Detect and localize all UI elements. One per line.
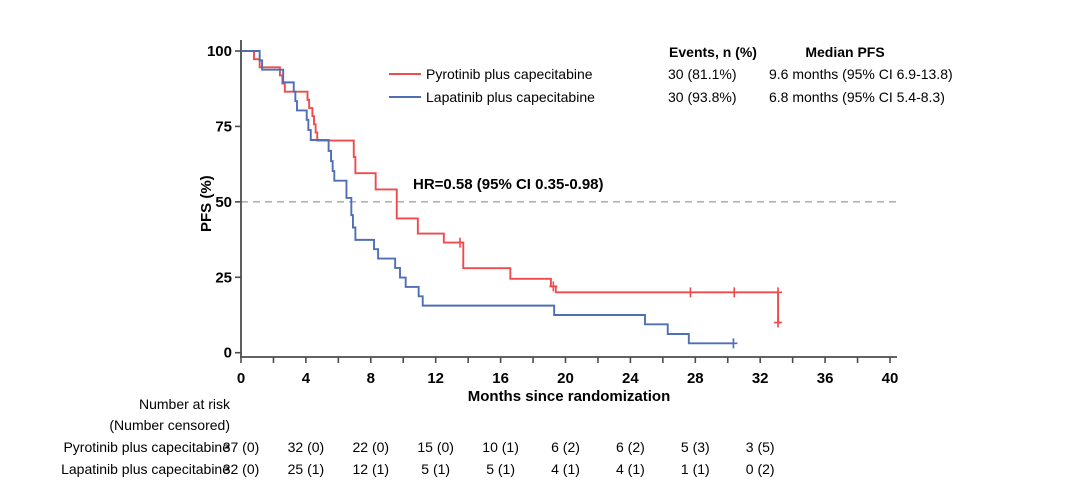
x-tick-label: 24 [622, 370, 639, 387]
risk-table-header-line1: Number at risk [138, 396, 230, 412]
x-tick-label: 16 [492, 370, 509, 387]
x-tick-label: 20 [557, 370, 574, 387]
y-tick-label: 25 [215, 269, 232, 286]
censor-mark [729, 338, 738, 349]
risk-cell: 5 (1) [421, 461, 451, 477]
y-tick-label: 100 [207, 43, 232, 60]
risk-table-header-line2: (Number censored) [109, 417, 230, 433]
risk-cell: 25 (1) [287, 461, 325, 477]
risk-cell: 12 (1) [352, 461, 390, 477]
x-tick-label: 12 [427, 370, 444, 387]
risk-cell: 10 (1) [482, 439, 519, 455]
x-axis-label: Months since randomization [467, 388, 671, 405]
risk-cell: 4 (1) [615, 461, 645, 477]
risk-cell: 22 (0) [352, 439, 390, 455]
risk-cell: 1 (1) [680, 461, 710, 477]
legend-label-pyrotinib: Pyrotinib plus capecitabine [426, 66, 593, 82]
risk-cell: 6 (2) [551, 439, 580, 455]
risk-cell: 15 (0) [417, 439, 454, 455]
censor-mark [730, 287, 739, 298]
censor-mark [456, 237, 465, 248]
risk-cell: 37 (0) [222, 439, 260, 455]
km-curve-lapatinib [241, 50, 735, 345]
x-tick-label: 0 [237, 370, 245, 387]
x-tick-label: 40 [882, 370, 899, 387]
risk-row-label-lapatinib: Lapatinib plus capecitabine [61, 461, 230, 477]
risk-cell: 32 (0) [287, 439, 325, 455]
x-tick-label: 36 [817, 370, 834, 387]
x-tick-label: 8 [367, 370, 375, 387]
y-tick-label: 0 [224, 345, 232, 362]
risk-cell: 6 (2) [615, 439, 645, 455]
censor-mark [774, 287, 783, 298]
y-axis-label: PFS (%) [198, 175, 215, 232]
legend-swatches [389, 73, 421, 98]
censor-mark [774, 317, 783, 328]
risk-cell: 3 (5) [745, 439, 775, 455]
legend-median-lapatinib: 6.8 months (95% CI 5.4-8.3) [769, 89, 945, 105]
legend-label-lapatinib: Lapatinib plus capecitabine [426, 89, 595, 105]
legend-header-median: Median PFS [805, 44, 885, 60]
risk-cell: 0 (2) [745, 461, 775, 477]
legend-events-lapatinib: 30 (93.8%) [668, 89, 737, 105]
risk-cell: 4 (1) [551, 461, 580, 477]
x-tick-label: 4 [302, 370, 311, 387]
x-tick-label: 28 [687, 370, 704, 387]
legend-events-pyrotinib: 30 (81.1%) [668, 66, 737, 82]
censor-mark [549, 281, 558, 292]
y-tick-label: 50 [215, 194, 232, 211]
risk-cell: 5 (1) [486, 461, 515, 477]
legend-header-events: Events, n (%) [669, 44, 757, 60]
risk-cell: 32 (0) [222, 461, 260, 477]
risk-row-label-pyrotinib: Pyrotinib plus capecitabine [63, 439, 230, 455]
censor-mark [686, 287, 695, 298]
hr-annotation: HR=0.58 (95% CI 0.35-0.98) [413, 176, 604, 193]
legend-median-pyrotinib: 9.6 months (95% CI 6.9-13.8) [769, 66, 953, 82]
x-tick-label: 32 [752, 370, 769, 387]
y-tick-label: 75 [215, 118, 232, 135]
risk-cell: 5 (3) [680, 439, 710, 455]
